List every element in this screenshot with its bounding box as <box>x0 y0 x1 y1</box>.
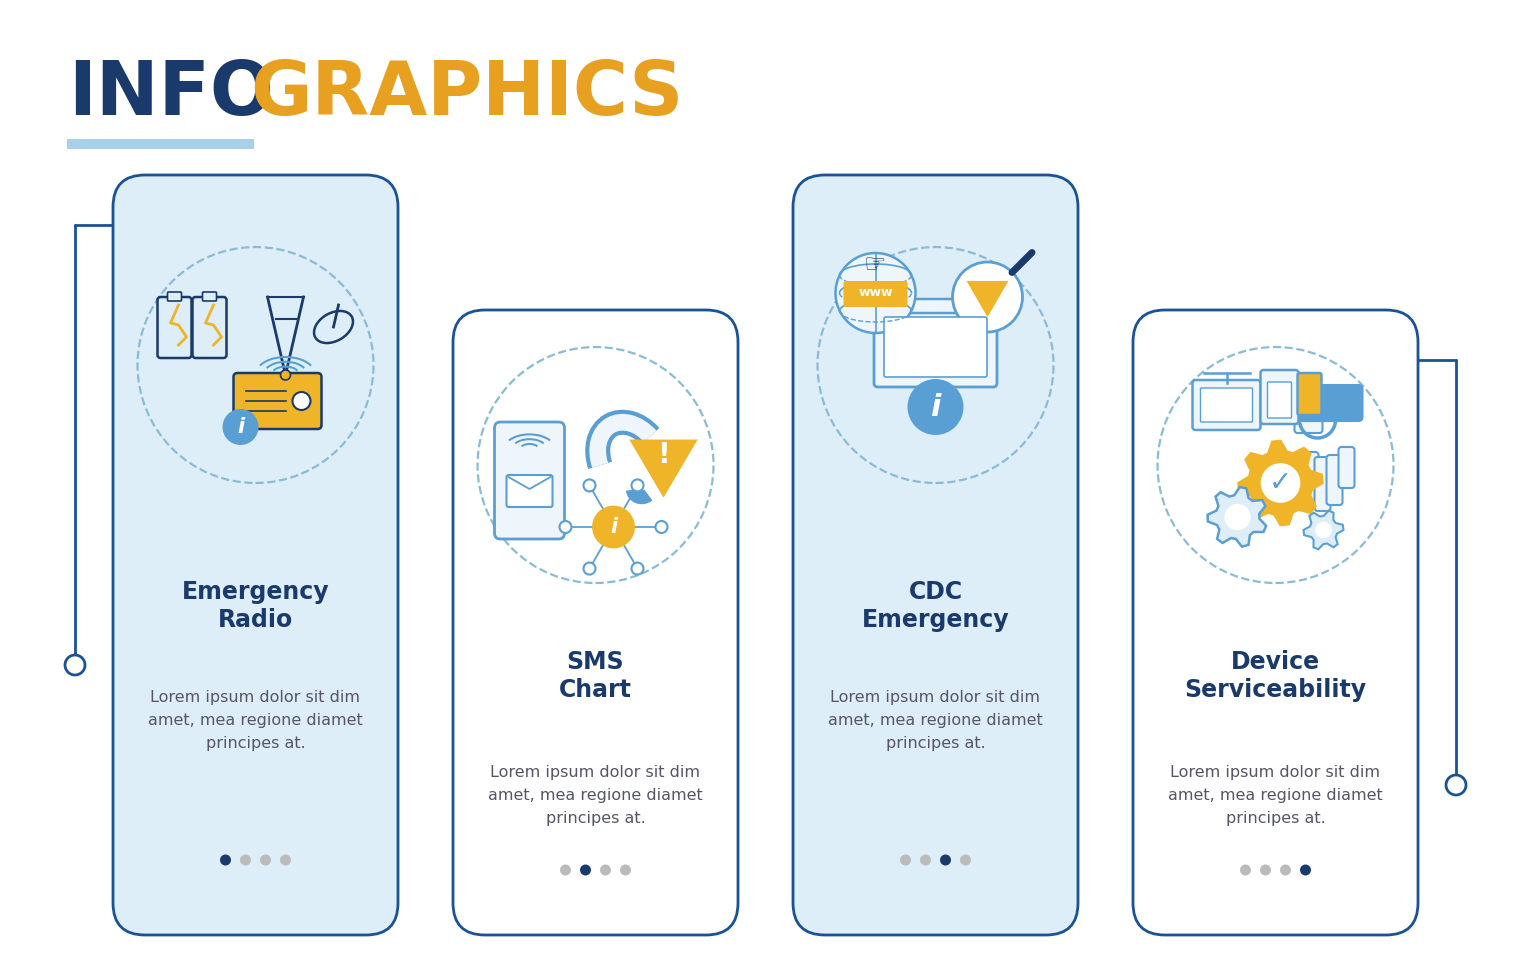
FancyBboxPatch shape <box>1326 455 1343 505</box>
Circle shape <box>1260 864 1271 875</box>
Text: GRAPHICS: GRAPHICS <box>250 58 683 131</box>
Circle shape <box>908 379 963 435</box>
Polygon shape <box>1303 511 1344 550</box>
Circle shape <box>280 370 291 380</box>
Circle shape <box>560 864 571 875</box>
Text: Lorem ipsum dolor sit dim
amet, mea regione diamet
principes at.: Lorem ipsum dolor sit dim amet, mea regi… <box>149 690 363 751</box>
Text: Lorem ipsum dolor sit dim
amet, mea regione diamet
principes at.: Lorem ipsum dolor sit dim amet, mea regi… <box>1168 765 1382 825</box>
FancyBboxPatch shape <box>1295 417 1323 433</box>
Text: INFO: INFO <box>67 58 274 131</box>
Text: SMS
Chart: SMS Chart <box>559 650 632 702</box>
Circle shape <box>1280 864 1291 875</box>
FancyBboxPatch shape <box>158 297 191 358</box>
Circle shape <box>960 855 971 865</box>
Text: i: i <box>931 393 940 421</box>
Circle shape <box>583 563 596 574</box>
FancyBboxPatch shape <box>867 299 1004 313</box>
Text: Lorem ipsum dolor sit dim
amet, mea regione diamet
principes at.: Lorem ipsum dolor sit dim amet, mea regi… <box>488 765 703 825</box>
Text: ☞: ☞ <box>865 253 886 277</box>
FancyBboxPatch shape <box>1300 385 1363 421</box>
Circle shape <box>1445 775 1467 795</box>
FancyBboxPatch shape <box>1338 447 1355 488</box>
FancyBboxPatch shape <box>1260 370 1298 424</box>
Polygon shape <box>1239 441 1323 525</box>
FancyBboxPatch shape <box>1297 373 1321 415</box>
FancyBboxPatch shape <box>1315 457 1330 511</box>
Ellipse shape <box>314 311 354 343</box>
FancyBboxPatch shape <box>844 281 908 307</box>
Circle shape <box>1260 464 1300 503</box>
Text: CDC
Emergency: CDC Emergency <box>862 580 1009 632</box>
FancyBboxPatch shape <box>453 310 738 935</box>
Text: Emergency
Radio: Emergency Radio <box>182 580 329 632</box>
Circle shape <box>952 262 1023 332</box>
Text: i: i <box>609 517 617 537</box>
Polygon shape <box>969 282 1007 315</box>
FancyBboxPatch shape <box>793 175 1078 935</box>
FancyBboxPatch shape <box>193 297 227 358</box>
Circle shape <box>620 864 631 875</box>
Circle shape <box>1225 504 1251 530</box>
Text: !: ! <box>657 441 671 469</box>
Circle shape <box>920 855 931 865</box>
Circle shape <box>280 855 291 865</box>
Circle shape <box>222 409 259 445</box>
Circle shape <box>1240 864 1251 875</box>
FancyBboxPatch shape <box>113 175 398 935</box>
Circle shape <box>220 855 231 865</box>
Circle shape <box>900 855 911 865</box>
FancyBboxPatch shape <box>495 422 565 539</box>
Circle shape <box>580 864 591 875</box>
FancyBboxPatch shape <box>1193 380 1260 430</box>
FancyBboxPatch shape <box>883 317 987 377</box>
FancyBboxPatch shape <box>1133 310 1418 935</box>
FancyBboxPatch shape <box>67 139 254 149</box>
Text: www: www <box>859 286 893 300</box>
Circle shape <box>64 655 86 675</box>
Circle shape <box>594 507 634 547</box>
FancyBboxPatch shape <box>507 475 553 507</box>
Circle shape <box>1300 864 1311 875</box>
Circle shape <box>631 563 643 574</box>
Text: ✓: ✓ <box>1269 469 1292 497</box>
Polygon shape <box>631 441 695 495</box>
Text: Lorem ipsum dolor sit dim
amet, mea regione diamet
principes at.: Lorem ipsum dolor sit dim amet, mea regi… <box>828 690 1043 751</box>
Circle shape <box>600 864 611 875</box>
Circle shape <box>260 855 271 865</box>
Circle shape <box>836 253 916 333</box>
FancyBboxPatch shape <box>1200 388 1252 422</box>
FancyBboxPatch shape <box>1268 382 1292 418</box>
FancyBboxPatch shape <box>234 373 322 429</box>
FancyBboxPatch shape <box>202 292 216 301</box>
FancyBboxPatch shape <box>167 292 182 301</box>
Circle shape <box>240 855 251 865</box>
Circle shape <box>1315 521 1332 538</box>
Circle shape <box>292 392 311 410</box>
Circle shape <box>583 479 596 491</box>
Circle shape <box>940 855 951 865</box>
Circle shape <box>655 521 668 533</box>
Circle shape <box>559 521 571 533</box>
Polygon shape <box>1208 487 1266 547</box>
Text: i: i <box>237 417 243 437</box>
Circle shape <box>631 479 643 491</box>
FancyBboxPatch shape <box>874 307 997 387</box>
Text: Device
Serviceability: Device Serviceability <box>1185 650 1367 702</box>
FancyBboxPatch shape <box>1303 452 1318 503</box>
